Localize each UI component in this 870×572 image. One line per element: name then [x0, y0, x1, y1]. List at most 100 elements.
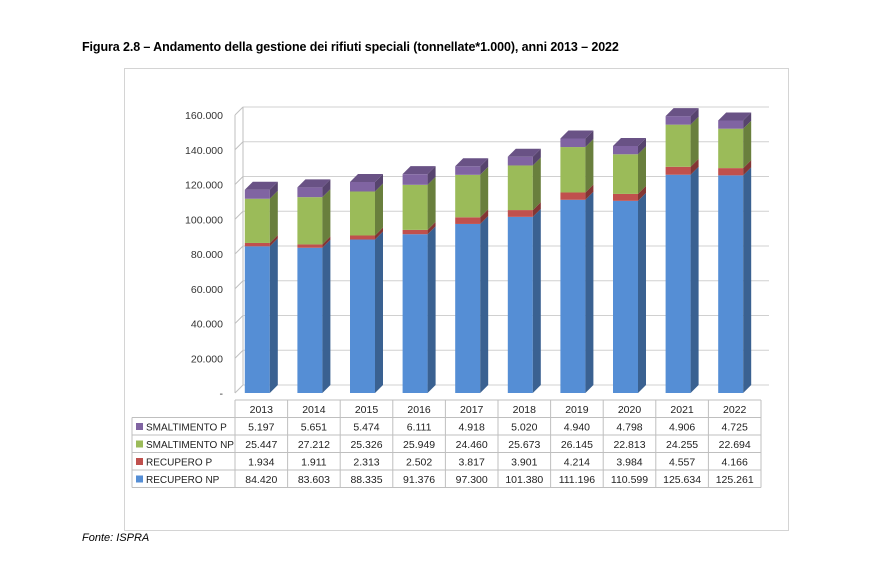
- bar-segment: [718, 128, 744, 169]
- bar-top: [297, 179, 331, 188]
- bar-segment: [507, 156, 533, 166]
- bar-segment-side: [743, 160, 752, 176]
- gridline-depth: [234, 245, 244, 255]
- gridline-depth: [234, 106, 244, 116]
- bar-segment-side: [375, 173, 383, 192]
- bar-segment: [350, 235, 375, 240]
- bar-segment: [613, 200, 638, 393]
- bar-segment: [350, 239, 375, 393]
- legend-label: SMALTIMENTO NP: [146, 440, 234, 451]
- data-label: 4.918: [459, 422, 485, 434]
- y-tick-label: 160.000: [185, 110, 223, 122]
- legend-swatch: [136, 458, 143, 465]
- bar-segment-side: [743, 112, 752, 129]
- data-label: 125.634: [663, 474, 701, 486]
- figure-title: Figura 2.8 – Andamento della gestione de…: [82, 40, 619, 54]
- bar-segment: [297, 187, 323, 198]
- bar-segment-side: [743, 167, 752, 393]
- chart-area: - 20.000 40.000 60.000 80.000 100.000 120.000 1…: [124, 68, 789, 531]
- bar-segment: [718, 120, 744, 129]
- gridline-depth: [234, 176, 244, 185]
- data-label: 22.694: [719, 439, 751, 451]
- bar-segment-side: [638, 137, 646, 155]
- bar-segment: [402, 229, 428, 235]
- bar-segment: [665, 116, 691, 125]
- gridline-depth: [234, 210, 244, 220]
- data-label: 84.420: [245, 474, 277, 486]
- bar-segment-side: [427, 176, 436, 230]
- stacked-bar-chart: - 20.000 40.000 60.000 80.000 100.000 120.000 1…: [131, 106, 769, 488]
- legend-swatch: [136, 423, 143, 430]
- bar-segment-side: [322, 236, 331, 248]
- data-label: 1.934: [248, 457, 274, 469]
- x-tick-label: 2019: [565, 404, 589, 416]
- y-tick-label: 60.000: [191, 284, 223, 296]
- bar-segment-side: [375, 183, 383, 236]
- x-tick-label: 2017: [460, 404, 484, 416]
- data-label: 3.984: [616, 457, 642, 469]
- bar-segment: [297, 244, 323, 248]
- bar-segment: [507, 165, 533, 211]
- bar-segment: [297, 247, 323, 393]
- data-label: 5.020: [511, 422, 537, 434]
- data-label: 4.940: [564, 422, 590, 434]
- data-label: 25.673: [508, 439, 540, 451]
- data-label: 5.651: [301, 422, 327, 434]
- bar-segment: [244, 246, 270, 393]
- data-label: 25.326: [350, 439, 382, 451]
- bar-segment-side: [480, 215, 489, 393]
- bar-segment: [297, 197, 323, 245]
- y-tick-label: 40.000: [191, 319, 223, 331]
- bar-top: [455, 158, 489, 167]
- bar-segment: [613, 145, 638, 155]
- bar-segment: [507, 216, 533, 393]
- data-label: 25.949: [403, 439, 435, 451]
- data-label: 26.145: [561, 439, 593, 451]
- data-label: 5.474: [353, 422, 379, 434]
- source-note: Fonte: ISPRA: [82, 532, 150, 544]
- x-tick-label: 2013: [250, 404, 274, 416]
- data-label: 25.447: [245, 439, 277, 451]
- legend-swatch: [136, 440, 143, 448]
- bar-segment-side: [690, 108, 699, 125]
- bar-segment: [560, 192, 586, 200]
- bar-segment: [613, 154, 638, 194]
- data-label: 24.460: [456, 439, 488, 451]
- bar-segment-side: [480, 166, 489, 218]
- gridline-depth: [234, 141, 244, 151]
- bar-segment-side: [690, 166, 699, 393]
- bar-segment: [350, 191, 375, 236]
- bar-segment-side: [690, 116, 699, 167]
- bar-segment-side: [375, 231, 383, 393]
- bar-segment-side: [743, 120, 752, 169]
- data-label: 3.901: [511, 457, 537, 469]
- bar-segment: [613, 193, 638, 201]
- data-label: 4.214: [564, 457, 590, 469]
- legend-label: RECUPERO NP: [146, 475, 220, 486]
- bar-top: [350, 173, 383, 182]
- bar-segment-side: [690, 158, 699, 175]
- bar-segment-side: [322, 239, 331, 393]
- bar-segment-side: [322, 179, 331, 198]
- bar-segment: [718, 175, 744, 393]
- data-label: 27.212: [298, 439, 330, 451]
- gridline-depth: [234, 280, 244, 290]
- data-label: 4.166: [722, 457, 748, 469]
- bar-segment: [402, 234, 428, 393]
- bar-segment: [665, 166, 691, 175]
- bar-segment-side: [532, 148, 541, 166]
- bar-segment: [244, 242, 270, 247]
- x-tick-label: 2016: [407, 404, 431, 416]
- bar-segment: [560, 138, 586, 148]
- bar-segment: [718, 168, 744, 176]
- legend-label: SMALTIMENTO P: [146, 423, 227, 434]
- data-label: 4.725: [722, 422, 748, 434]
- bar-segment-side: [585, 191, 594, 393]
- x-tick-label: 2014: [302, 404, 326, 416]
- bar-segment-side: [638, 185, 646, 201]
- bar-segment-side: [269, 181, 278, 199]
- data-label: 91.376: [403, 474, 435, 486]
- bar-segment-side: [638, 192, 646, 393]
- data-label: 101.380: [505, 474, 543, 486]
- data-label: 111.196: [559, 474, 596, 486]
